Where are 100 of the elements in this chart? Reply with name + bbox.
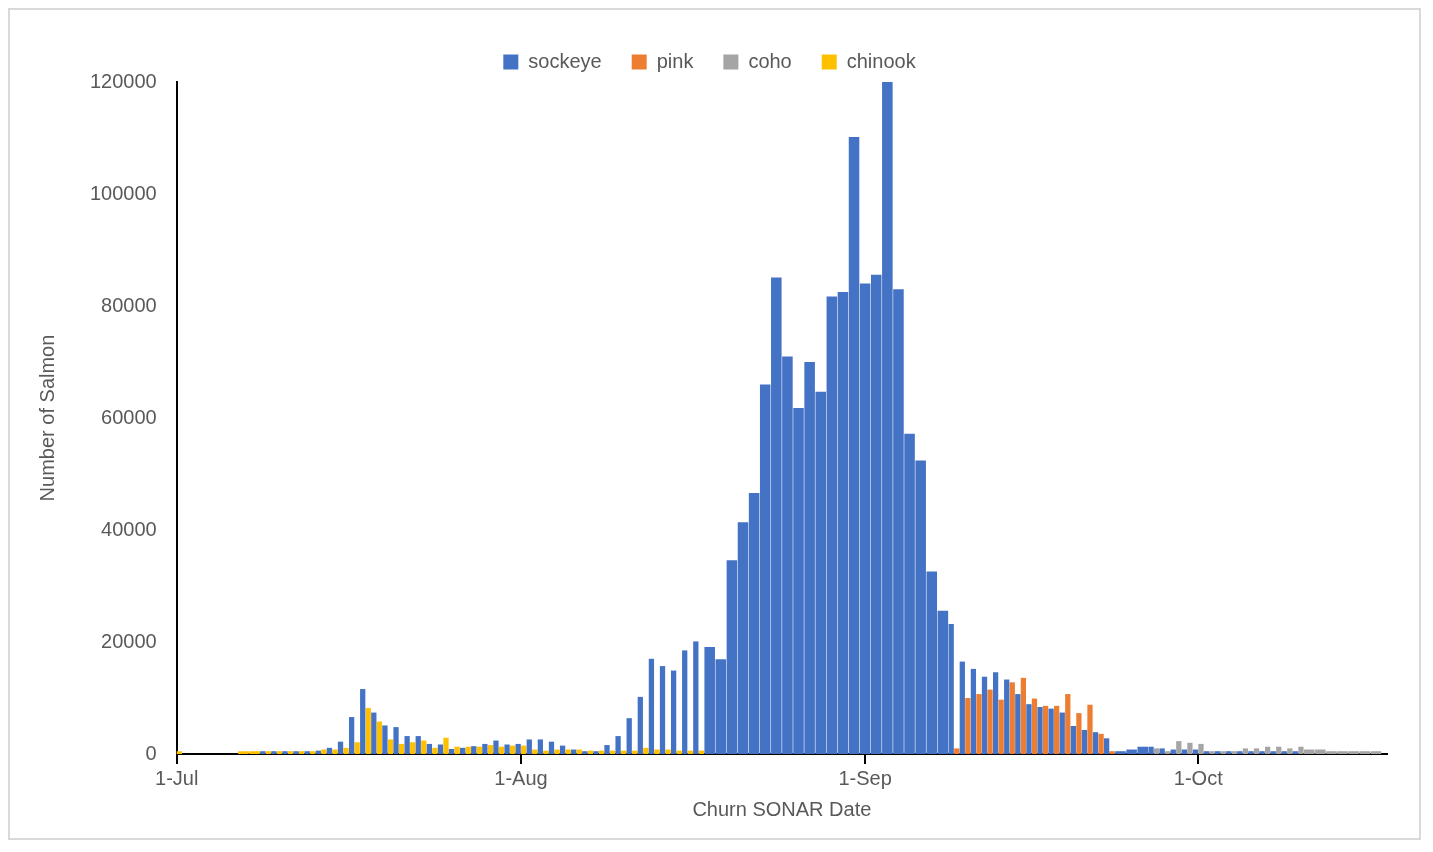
bar — [1242, 748, 1249, 754]
bar — [543, 750, 549, 754]
bar — [582, 751, 588, 754]
bar — [1265, 746, 1271, 754]
bar — [265, 751, 271, 754]
bar — [992, 672, 999, 754]
bar — [1270, 751, 1276, 754]
bar — [1165, 751, 1171, 754]
bar — [509, 745, 516, 754]
bar — [1037, 706, 1043, 754]
x-tick-label: 1-Sep — [838, 766, 892, 789]
bar — [1203, 751, 1210, 754]
bar — [1248, 751, 1254, 754]
bar — [1104, 738, 1110, 754]
bar — [1153, 748, 1160, 754]
bar — [304, 751, 310, 754]
bar — [604, 745, 610, 754]
bar — [521, 745, 527, 754]
bar — [637, 696, 643, 754]
bar — [299, 751, 305, 754]
bar — [965, 698, 971, 754]
bar — [393, 727, 399, 754]
bar — [648, 658, 655, 754]
bar — [504, 744, 510, 754]
bar — [493, 740, 499, 754]
bar — [1209, 751, 1215, 754]
bar — [410, 742, 416, 754]
bar — [1020, 677, 1026, 754]
bar — [682, 650, 688, 754]
bar — [271, 751, 277, 754]
bar — [343, 747, 349, 754]
bar — [432, 747, 438, 754]
bar — [1092, 732, 1099, 754]
y-tick-label: 120000 — [89, 69, 157, 92]
bar — [498, 746, 505, 754]
bar — [1098, 733, 1104, 754]
bar — [404, 736, 410, 754]
bar — [659, 666, 666, 754]
bar — [1031, 698, 1038, 754]
bar — [282, 751, 288, 754]
bar — [1176, 741, 1182, 754]
bar — [382, 725, 388, 754]
bar — [465, 746, 471, 754]
bar — [1281, 751, 1287, 754]
bar — [1198, 743, 1204, 754]
x-tick-label: 1-Oct — [1173, 766, 1224, 789]
bar — [643, 747, 649, 754]
legend-label: chinook — [846, 49, 917, 72]
bar — [1081, 729, 1088, 754]
bar — [376, 721, 383, 754]
bar — [526, 739, 532, 754]
bar — [398, 743, 405, 754]
bar — [559, 745, 566, 754]
bar — [693, 641, 699, 754]
bar — [626, 718, 632, 754]
x-axis-title: Churn SONAR Date — [692, 797, 872, 820]
bar — [515, 743, 521, 754]
bar — [654, 749, 660, 754]
bar — [665, 749, 671, 754]
bar — [1237, 751, 1243, 754]
bar — [454, 746, 460, 754]
bar — [981, 676, 988, 754]
legend-label: pink — [656, 49, 695, 72]
legend-label: sockeye — [528, 49, 602, 72]
y-tick-label: 20000 — [101, 629, 157, 652]
x-tick-label: 1-Jul — [155, 766, 199, 789]
bar — [426, 743, 432, 754]
bar — [593, 751, 599, 754]
bar — [1259, 751, 1265, 754]
bar — [1065, 694, 1071, 754]
bar — [1215, 751, 1221, 754]
bar — [1070, 726, 1076, 754]
bar — [976, 694, 982, 754]
bar — [293, 751, 299, 754]
bar — [1276, 746, 1282, 754]
bar — [326, 747, 333, 754]
bar — [471, 746, 477, 754]
bar — [415, 736, 421, 754]
bar — [565, 749, 571, 754]
bar — [260, 751, 266, 754]
bar — [348, 717, 355, 754]
bar — [554, 749, 560, 754]
bar — [1109, 751, 1115, 754]
y-tick-label: 100000 — [89, 181, 157, 204]
bar — [1048, 708, 1054, 754]
bar — [987, 689, 993, 754]
bar — [448, 748, 455, 754]
bar — [1076, 713, 1082, 754]
bar — [476, 746, 482, 754]
bar — [310, 751, 316, 754]
bar — [371, 712, 377, 754]
bar — [332, 749, 338, 754]
bar — [1253, 748, 1260, 754]
bar — [337, 741, 344, 754]
bar — [1009, 682, 1015, 754]
bar — [360, 689, 366, 754]
bar — [1015, 694, 1021, 754]
bar — [443, 737, 449, 754]
bar — [959, 661, 965, 754]
bar — [1226, 751, 1232, 754]
